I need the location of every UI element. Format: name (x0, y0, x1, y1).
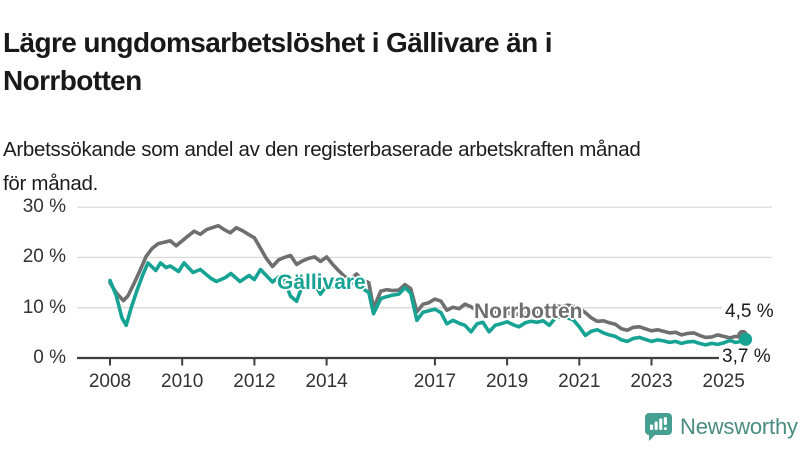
line-gällivare (108, 261, 747, 347)
line-norrbotten (108, 223, 747, 340)
x-axis-label-2012: 2012 (233, 371, 276, 392)
newsworthy-wordmark: Newsworthy (680, 414, 798, 439)
series-label-gallivare: Gällivare (277, 271, 366, 294)
y-axis-label-30: 30 % (22, 196, 66, 218)
end-dot-norrbotten (737, 329, 749, 341)
title-line-1: Lägre ungdomsarbetslöshet i Gällivare än… (3, 26, 553, 58)
x-axis-label-2025: 2025 (702, 371, 745, 392)
x-axis-label-2008: 2008 (88, 371, 132, 392)
y-axis-label-0: 0 % (33, 347, 66, 368)
page-title: Lägre ungdomsarbetslöshet i Gällivare än… (3, 24, 743, 100)
end-value-norrbotten: 4,5 % (722, 301, 777, 323)
end-value-gallivare: 3,7 % (719, 346, 774, 368)
chart-subtitle: Arbetssökande som andel av den registerb… (3, 133, 793, 201)
subtitle-line-1: Arbetssökande som andel av den registerb… (3, 137, 641, 161)
x-axis-label-2023: 2023 (630, 371, 673, 392)
y-axis-label-20: 20 % (22, 246, 66, 268)
end-dot-gallivare (739, 332, 753, 346)
x-axis-label-2021: 2021 (558, 371, 601, 392)
series-label-norrbotten: Norrbotten (474, 300, 583, 323)
y-axis-label-10: 10 % (22, 296, 66, 318)
x-axis-label-2017: 2017 (413, 371, 457, 392)
newsworthy-logo-icon (645, 413, 672, 441)
newsworthy-logo: Newsworthy (644, 412, 798, 442)
x-axis-label-2019: 2019 (485, 371, 529, 392)
title-line-2: Norrbotten (3, 64, 142, 96)
x-axis-label-2010: 2010 (161, 371, 204, 392)
subtitle-line-2: för månad. (3, 171, 98, 195)
x-axis-label-2014: 2014 (305, 371, 348, 392)
